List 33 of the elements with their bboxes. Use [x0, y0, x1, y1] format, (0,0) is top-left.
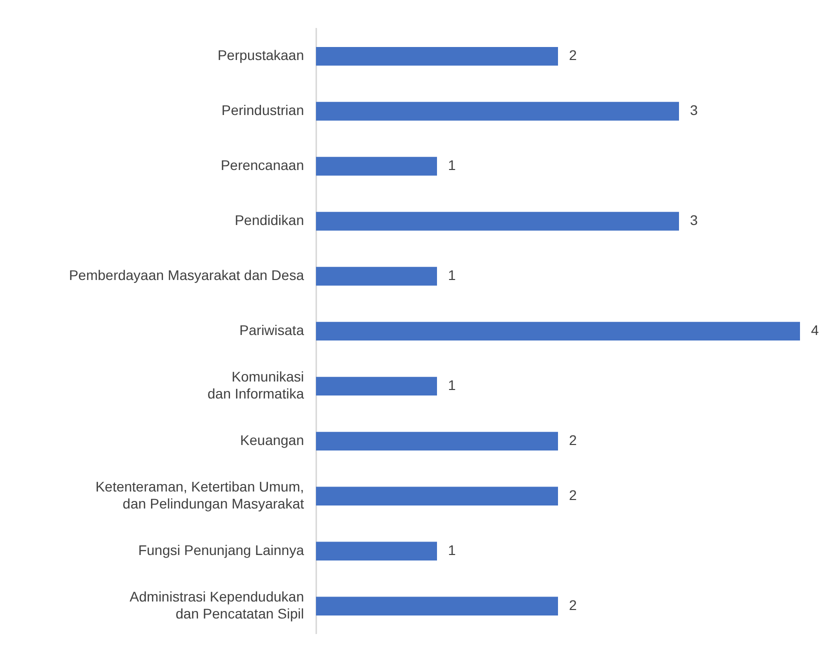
bar: [316, 432, 558, 451]
y-tick-label: Pariwisata: [239, 322, 304, 338]
bar: [316, 376, 437, 396]
data-label: 2: [569, 596, 577, 613]
bar: [316, 212, 679, 231]
data-label: 1: [448, 267, 456, 284]
y-tick-label: Perencanaan: [220, 157, 304, 174]
bar: [316, 322, 800, 341]
data-label: 1: [448, 542, 456, 558]
y-tick-label: Komunikasi dan Informatika: [208, 368, 304, 402]
data-label: 2: [569, 432, 577, 448]
bar: [316, 266, 437, 286]
data-label: 3: [690, 102, 698, 118]
y-tick-label: Fungsi Penunjang Lainnya: [138, 542, 304, 558]
data-label: 1: [448, 377, 456, 394]
y-tick-label: Perindustrian: [222, 102, 304, 118]
y-tick-label: Perpustakaan: [218, 47, 304, 64]
y-tick-label: Ketenteraman, Ketertiban Umum, dan Pelindungan Masyarakat: [95, 478, 304, 512]
bar: [316, 486, 558, 506]
data-label: 2: [569, 487, 577, 504]
data-label: 1: [448, 157, 456, 174]
y-tick-label: Keuangan: [240, 432, 304, 448]
data-label: 4: [811, 322, 819, 338]
y-tick-label: Administrasi Kependudukan dan Pencatatan Sipil: [130, 588, 304, 622]
y-tick-label: Pendidikan: [234, 212, 304, 228]
bar: [316, 46, 558, 66]
bar: [316, 542, 437, 560]
data-label: 3: [690, 212, 698, 228]
bar: [316, 102, 679, 121]
y-tick-label: Pemberdayaan Masyarakat dan Desa: [68, 267, 304, 284]
bar: [316, 596, 558, 616]
data-label: 2: [569, 47, 577, 64]
bar: [316, 156, 437, 176]
